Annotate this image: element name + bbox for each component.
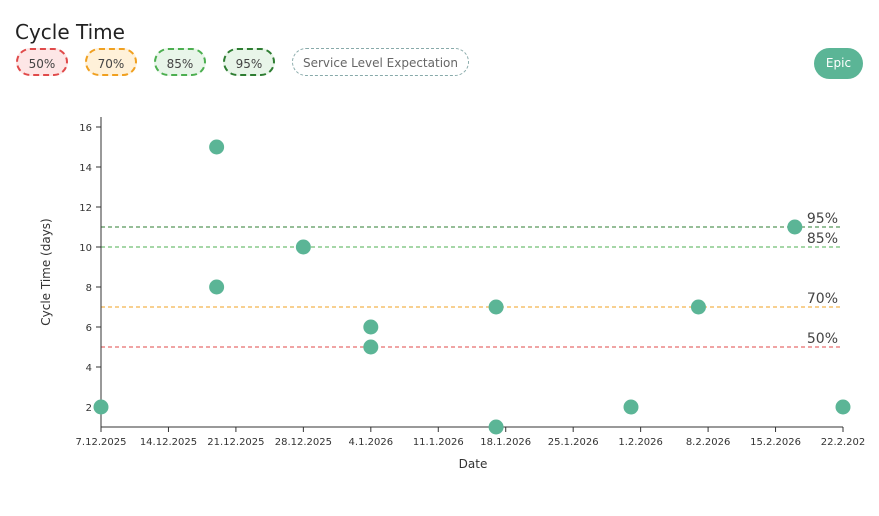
y-tick-label: 10 bbox=[79, 243, 92, 254]
x-axis-title: Date bbox=[459, 457, 488, 471]
x-tick-label: 25.1.2026 bbox=[548, 437, 599, 448]
reference-label-70-percent: 70% bbox=[807, 291, 838, 307]
x-tick-label: 14.12.2025 bbox=[140, 437, 197, 448]
x-tick-label: 4.1.2026 bbox=[349, 437, 394, 448]
y-tick-label: 4 bbox=[86, 363, 92, 374]
x-tick-label: 15.2.2026 bbox=[750, 437, 801, 448]
y-tick-label: 8 bbox=[86, 283, 92, 294]
y-tick-label: 16 bbox=[79, 123, 92, 134]
y-tick-label: 6 bbox=[86, 323, 92, 334]
data-point[interactable] bbox=[209, 139, 225, 155]
chip-50-percent[interactable]: 50% bbox=[16, 48, 68, 76]
data-point[interactable] bbox=[295, 239, 311, 255]
x-tick-label: 18.1.2026 bbox=[480, 437, 531, 448]
data-point[interactable] bbox=[363, 319, 379, 335]
data-point[interactable] bbox=[787, 219, 803, 235]
chip-85-percent[interactable]: 85% bbox=[154, 48, 206, 76]
x-tick-label: 11.1.2026 bbox=[413, 437, 464, 448]
reference-label-85-percent: 85% bbox=[807, 231, 838, 247]
x-tick-label: 1.2.2026 bbox=[618, 437, 663, 448]
reference-lines: 95% 85% 70% 50% bbox=[101, 211, 843, 348]
y-tick-label: 12 bbox=[79, 203, 92, 214]
data-point[interactable] bbox=[835, 399, 851, 415]
x-tick-label: 7.12.2025 bbox=[76, 437, 127, 448]
data-point[interactable] bbox=[209, 279, 225, 295]
x-tick-label: 21.12.2025 bbox=[207, 437, 264, 448]
data-points bbox=[93, 139, 851, 435]
data-point[interactable] bbox=[363, 339, 379, 355]
axes: 2 4 6 8 10 12 14 16 7.12.2025 14.12.2025 21.12.202… bbox=[76, 117, 866, 448]
data-point[interactable] bbox=[488, 419, 504, 435]
y-tick-label: 2 bbox=[86, 403, 92, 414]
x-tick-label: 8.2.2026 bbox=[686, 437, 731, 448]
y-tick-label: 14 bbox=[79, 163, 92, 174]
epic-button[interactable]: Epic bbox=[814, 48, 863, 79]
data-point[interactable] bbox=[93, 399, 109, 415]
x-tick-label: 22.2.202 bbox=[821, 437, 866, 448]
chip-service-level-expectation[interactable]: Service Level Expectation bbox=[292, 48, 469, 76]
data-point[interactable] bbox=[690, 299, 706, 315]
x-tick-label: 28.12.2025 bbox=[275, 437, 332, 448]
chip-70-percent[interactable]: 70% bbox=[85, 48, 137, 76]
data-point[interactable] bbox=[488, 299, 504, 315]
page-title: Cycle Time bbox=[15, 20, 125, 44]
chip-95-percent[interactable]: 95% bbox=[223, 48, 275, 76]
percentile-filter-chips: 50% 70% 85% 95% Service Level Expectatio… bbox=[16, 48, 469, 76]
y-axis-title: Cycle Time (days) bbox=[39, 218, 53, 325]
reference-label-95-percent: 95% bbox=[807, 211, 838, 227]
reference-label-50-percent: 50% bbox=[807, 331, 838, 347]
data-point[interactable] bbox=[623, 399, 639, 415]
